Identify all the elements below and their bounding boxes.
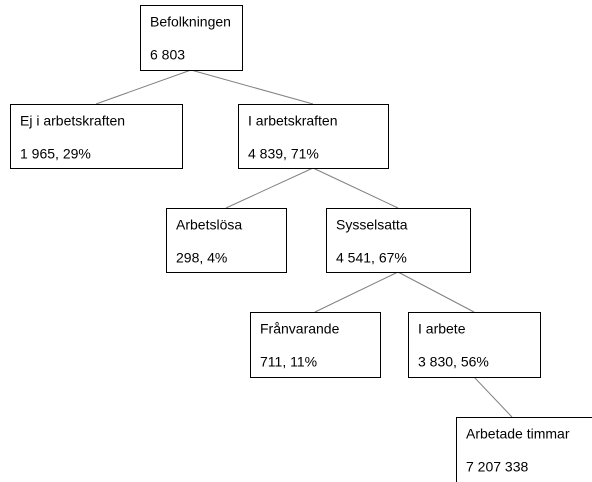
node-value: 1 965, 29% [20, 146, 91, 162]
connector [225, 167, 314, 209]
node: Arbetslösa 298, 4% [166, 208, 287, 273]
connectors [95, 69, 513, 418]
connector [397, 271, 475, 313]
node-label: I arbete [418, 321, 466, 337]
node-value: 298, 4% [176, 250, 227, 266]
node-box [408, 312, 541, 378]
node: Arbetade timmar 7 207 338 [456, 417, 592, 482]
node: I arbete 3 830, 56% [408, 312, 541, 378]
node-value: 6 803 [150, 47, 185, 63]
node: Frånvarande 711, 11% [250, 312, 381, 378]
node-label: Sysselsatta [336, 217, 408, 233]
node-value: 711, 11% [260, 354, 317, 370]
connector [473, 376, 513, 418]
node-box [250, 312, 381, 378]
node-box [166, 208, 287, 273]
node-box [238, 104, 389, 169]
node-value: 4 541, 67% [336, 250, 407, 266]
node-box [456, 417, 592, 482]
node-label: Ej i arbetskraften [20, 113, 125, 129]
node: Sysselsatta 4 541, 67% [326, 208, 471, 273]
node-box [326, 208, 471, 273]
node-box [10, 104, 183, 169]
node-label: I arbetskraften [248, 113, 338, 129]
node-value: 7 207 338 [466, 459, 528, 475]
connector [312, 167, 399, 209]
connector [190, 69, 314, 105]
node: Ej i arbetskraften 1 965, 29% [10, 104, 183, 169]
node-label: Frånvarande [260, 321, 340, 337]
node-value: 4 839, 71% [248, 146, 319, 162]
node-value: 3 830, 56% [418, 354, 489, 370]
node-label: Arbetade timmar [466, 426, 570, 442]
node-label: Befolkningen [150, 14, 231, 30]
node-label: Arbetslösa [176, 217, 242, 233]
node-box [140, 5, 243, 71]
node: I arbetskraften 4 839, 71% [238, 104, 389, 169]
node: Befolkningen 6 803 [140, 5, 243, 71]
connector [314, 271, 399, 313]
nodes: Befolkningen 6 803 Ej i arbetskraften 1 965… [10, 5, 592, 482]
connector [95, 69, 192, 105]
